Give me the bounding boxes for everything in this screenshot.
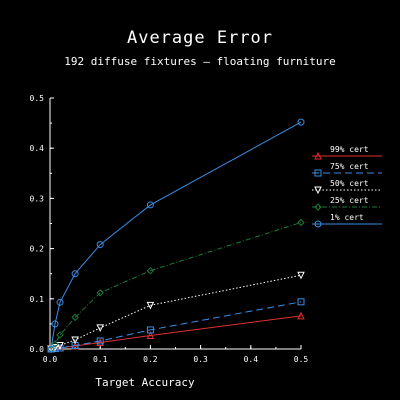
x-tick-label: 0.4 <box>244 355 259 364</box>
chart-title: Average Error <box>127 28 273 48</box>
series-4 <box>47 118 305 353</box>
y-tick-label: 0.1 <box>30 295 45 304</box>
legend-entry: 50% cert <box>312 179 382 195</box>
legend-marker <box>314 169 322 177</box>
series-line <box>50 222 302 350</box>
legend-label: 99% cert <box>330 145 369 154</box>
data-point <box>56 331 64 339</box>
y-tick-label: 0.4 <box>30 144 45 153</box>
y-tick-label: 0.3 <box>30 194 45 203</box>
axes: 0.0 0.1 0.2 0.3 0.4 0.5 0.0 0.1 0.2 0.3 0.4 0.5 <box>30 94 309 364</box>
x-tick-label: 0.2 <box>143 355 158 364</box>
data-point <box>297 311 305 320</box>
data-point <box>146 201 154 209</box>
data-point <box>146 301 155 310</box>
legend-entry: 75% cert <box>312 162 382 177</box>
series-line <box>50 121 302 350</box>
data-point <box>51 320 59 328</box>
data-point <box>71 313 79 322</box>
data-point <box>96 241 104 249</box>
data-point <box>71 336 79 345</box>
legend-label: 1% cert <box>330 213 364 222</box>
legend-marker <box>314 151 322 160</box>
legend-entry: 1% cert <box>312 213 382 228</box>
data-point <box>146 326 154 334</box>
data-point <box>96 289 104 297</box>
data-point <box>297 218 305 227</box>
data-point <box>56 298 64 306</box>
y-tick-label: 0.0 <box>30 345 45 354</box>
series-line <box>50 301 302 350</box>
series-0 <box>47 311 305 353</box>
legend-marker <box>314 220 322 228</box>
data-point <box>146 331 155 339</box>
legend-label: 50% cert <box>330 179 369 188</box>
data-point <box>71 270 79 278</box>
series-group <box>47 118 305 354</box>
legend-entry: 25% cert <box>312 196 382 211</box>
data-point <box>51 340 59 348</box>
y-tick-label: 0.5 <box>30 94 45 103</box>
x-tick-label: 0.0 <box>43 355 58 364</box>
data-point <box>297 271 305 280</box>
series-line <box>50 315 302 350</box>
series-2 <box>47 271 305 354</box>
data-point <box>96 337 104 345</box>
legend: 99% cert 75% cert 50% cert 25% cert 1% cert <box>312 145 382 228</box>
x-tick-label: 0.1 <box>93 355 108 364</box>
x-tick-label: 0.5 <box>294 355 309 364</box>
x-axis-label: Target Accuracy <box>95 376 195 389</box>
data-point <box>96 324 105 333</box>
data-point <box>297 118 305 126</box>
data-point <box>47 345 55 353</box>
data-point <box>56 341 64 350</box>
y-tick-label: 0.2 <box>30 245 45 254</box>
series-3 <box>47 218 305 353</box>
data-point <box>56 344 64 352</box>
legend-entry: 99% cert <box>312 145 382 160</box>
series-line <box>50 274 302 350</box>
x-tick-label: 0.3 <box>193 355 208 364</box>
data-point <box>96 338 105 346</box>
legend-label: 75% cert <box>330 162 369 171</box>
legend-marker <box>314 186 322 195</box>
data-point <box>297 298 305 306</box>
chart-subtitle: 192 diffuse fixtures — floating furnitur… <box>64 55 336 68</box>
legend-marker <box>314 203 322 211</box>
data-point <box>146 266 155 275</box>
legend-label: 25% cert <box>330 196 369 205</box>
